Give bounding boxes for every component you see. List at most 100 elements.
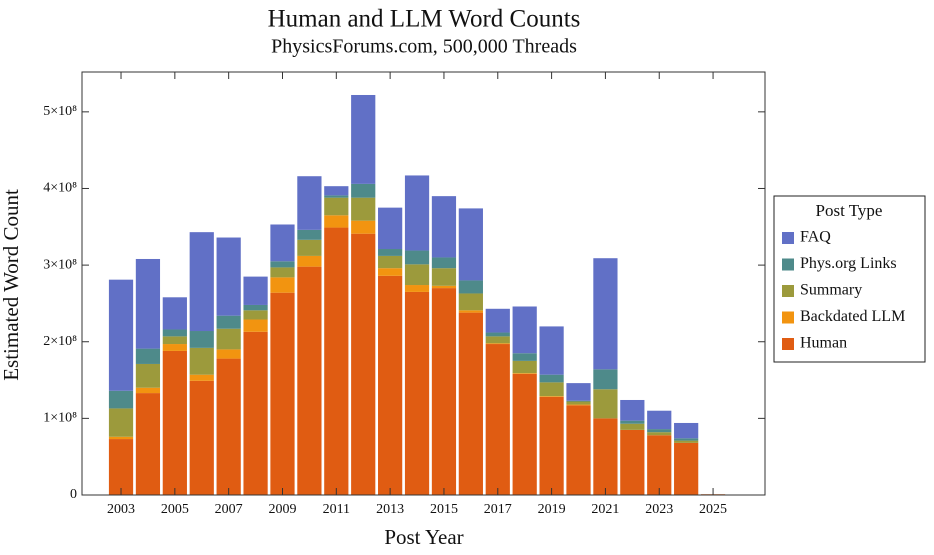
bar-segment	[324, 197, 349, 216]
bar-segment	[378, 249, 403, 256]
legend-box	[773, 195, 926, 363]
bar-segment	[512, 373, 537, 374]
bar-segment	[620, 429, 645, 495]
legend-label: Phys.org Links	[800, 255, 897, 272]
bar-segment	[404, 264, 430, 286]
bar-segment	[135, 258, 161, 349]
y-tick-label: 4×10⁸	[43, 181, 77, 196]
legend-label: Backdated LLM	[800, 308, 905, 325]
legend-swatch	[782, 311, 794, 324]
bar-segment	[108, 408, 134, 437]
bar-segment	[270, 224, 295, 262]
bar-segment	[404, 291, 430, 495]
y-tick-label: 2×10⁸	[43, 334, 77, 349]
bar-segment	[351, 197, 376, 221]
bar-segment	[485, 344, 510, 495]
bar-segment	[674, 438, 699, 441]
x-tick-label: 2017	[484, 502, 512, 517]
bar-segment	[458, 293, 483, 311]
bar-segment	[431, 257, 457, 269]
bar-segment	[189, 347, 214, 375]
x-tick-label: 2007	[215, 502, 243, 517]
bar-segment	[324, 215, 349, 228]
bar-segment	[458, 310, 483, 313]
bar-segment	[404, 250, 430, 265]
bar-segment	[674, 422, 699, 439]
bar-segment	[593, 369, 618, 390]
bar-segment	[566, 401, 591, 405]
bar-segment	[324, 195, 349, 198]
bar-segment	[297, 176, 322, 230]
legend-label: Summary	[800, 282, 862, 299]
legend-swatch	[782, 232, 794, 244]
x-tick-label: 2025	[699, 502, 727, 517]
legend-label: FAQ	[800, 229, 831, 246]
bar-segment	[270, 261, 295, 268]
legend-label: Human	[800, 335, 847, 352]
bar-segment	[135, 363, 161, 388]
bar-segment	[512, 353, 537, 361]
bar-segment	[243, 310, 268, 320]
bar-segment	[404, 285, 430, 292]
bar-segment	[189, 232, 214, 332]
bar-segment	[351, 94, 376, 184]
bar-segment	[108, 279, 134, 391]
chart-title: Human and LLM Word Counts	[268, 6, 581, 33]
bar-segment	[297, 266, 322, 495]
legend-swatch	[782, 285, 794, 297]
bar-segment	[108, 436, 134, 440]
bar-segment	[485, 343, 510, 345]
bar-segment	[351, 220, 376, 234]
bar-segment	[647, 410, 672, 430]
bar-segment	[566, 400, 591, 402]
bar-segment	[243, 319, 268, 332]
bar-segment	[593, 418, 618, 495]
x-tick-label: 2015	[430, 502, 458, 517]
bar-segment	[512, 306, 537, 354]
bar-segment	[566, 405, 591, 495]
y-tick-label: 0	[70, 487, 77, 502]
bar-segment	[593, 389, 618, 419]
bar-segment	[216, 358, 241, 495]
bar-segment	[270, 267, 295, 278]
bar-segment	[324, 227, 349, 495]
bar-segment	[512, 360, 537, 374]
bar-segment	[647, 432, 672, 436]
bar-segment	[674, 440, 699, 443]
bar-segment	[539, 374, 564, 383]
bar-segment	[647, 435, 672, 495]
y-tick-label: 3×10⁸	[43, 257, 77, 272]
bar-segment	[539, 396, 564, 495]
bar-segment	[431, 288, 457, 495]
bar-segment	[162, 336, 187, 345]
bar-segment	[189, 380, 214, 495]
x-tick-label: 2005	[161, 502, 189, 517]
x-tick-label: 2019	[538, 502, 566, 517]
bar-segment	[378, 268, 403, 276]
bar-segment	[351, 183, 376, 198]
bar-segment	[539, 382, 564, 397]
bar-segment	[216, 237, 241, 316]
bar-segment	[647, 429, 672, 433]
bar-segment	[243, 276, 268, 305]
bar-segment	[189, 331, 214, 348]
bar-segment	[404, 175, 430, 251]
bar-segment	[243, 331, 268, 495]
bar-segment	[297, 239, 322, 256]
bar-segment	[108, 439, 134, 495]
x-tick-label: 2021	[591, 502, 619, 517]
bar-segment	[162, 350, 187, 495]
legend-swatch	[782, 338, 794, 350]
x-tick-label: 2011	[323, 502, 350, 517]
bar-segment	[189, 374, 214, 381]
bar-segment	[539, 396, 564, 397]
x-tick-label: 2009	[268, 502, 296, 517]
bar-segment	[431, 196, 457, 258]
bar-segment	[216, 349, 241, 359]
y-tick-label: 1×10⁸	[43, 411, 77, 426]
bar-segment	[458, 312, 483, 495]
bar-segment	[135, 387, 161, 394]
bar-segment	[674, 442, 699, 495]
bar-segment	[458, 280, 483, 294]
